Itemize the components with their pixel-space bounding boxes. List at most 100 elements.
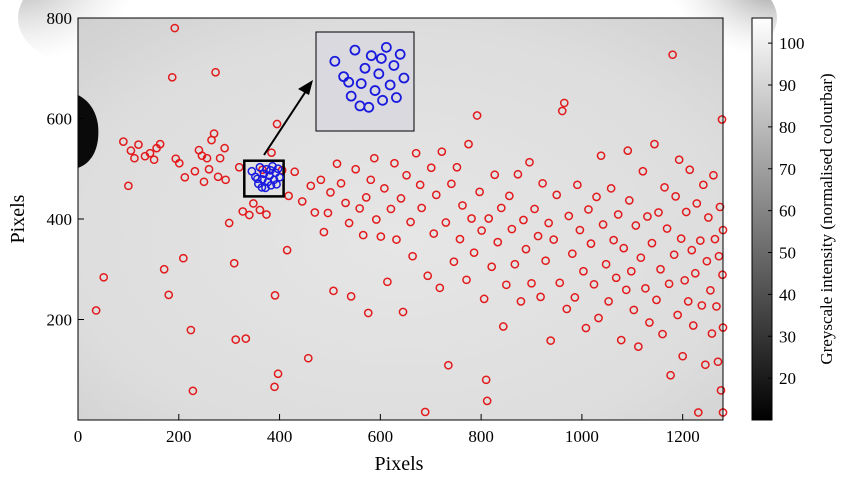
data-point (178, 253, 188, 263)
x-tick-label: 800 (468, 427, 494, 446)
data-point (449, 257, 459, 267)
data-point (521, 244, 531, 254)
data-point (255, 205, 265, 215)
data-point (678, 351, 688, 361)
data-point (496, 203, 506, 213)
data-point (716, 386, 726, 395)
data-point (481, 375, 491, 385)
colorbar-tick-label: 50 (779, 244, 796, 263)
data-point (559, 98, 569, 108)
data-point (601, 259, 611, 269)
data-point (671, 192, 680, 201)
data-point (241, 334, 251, 343)
data-point (698, 180, 708, 190)
data-point (688, 321, 698, 330)
data-point (234, 162, 244, 172)
data-point (623, 146, 633, 156)
data-point (530, 204, 539, 214)
data-point (619, 243, 629, 253)
data-point (692, 199, 702, 208)
data-point (472, 111, 482, 120)
inset-data-point (343, 76, 355, 88)
data-point (344, 218, 354, 228)
data-point (213, 172, 223, 182)
data-point (701, 360, 710, 370)
data-point (479, 294, 489, 304)
data-point (383, 277, 392, 287)
data-point (130, 153, 139, 163)
data-point (376, 232, 386, 241)
data-point (643, 212, 652, 221)
inset-data-point (354, 100, 366, 112)
data-point (284, 191, 293, 201)
data-point (188, 386, 198, 396)
data-point (501, 280, 511, 290)
y-axis-label: Pixels (7, 194, 29, 243)
data-point (319, 227, 329, 237)
data-point (361, 193, 371, 202)
data-point (710, 234, 720, 244)
data-point (525, 157, 534, 167)
data-point (604, 297, 613, 306)
colorbar-tick-label: 40 (779, 285, 796, 304)
data-point (258, 165, 267, 175)
data-point (510, 259, 520, 269)
inset-data-point (391, 92, 402, 103)
data-point (221, 175, 230, 185)
data-point (631, 221, 641, 230)
data-point (493, 237, 503, 247)
inset-data-point (380, 41, 392, 53)
data-point (145, 148, 155, 158)
data-point (697, 301, 707, 310)
data-point (174, 158, 184, 168)
data-point (562, 304, 572, 314)
inset-data-point (349, 44, 361, 56)
data-point (654, 208, 663, 217)
data-point (673, 310, 682, 320)
data-point (266, 165, 275, 175)
x-tick-label: 400 (267, 427, 293, 446)
data-point (552, 190, 562, 200)
data-point (616, 335, 626, 345)
data-point (709, 170, 718, 180)
data-point (290, 167, 300, 177)
colorbar-tick-label: 100 (779, 34, 805, 53)
data-point (398, 307, 408, 317)
data-point (666, 370, 675, 380)
data-point (586, 239, 596, 248)
data-point (668, 50, 677, 60)
data-point (536, 292, 545, 302)
data-point (406, 217, 415, 227)
data-point (224, 218, 234, 228)
data-point (685, 165, 695, 175)
data-point (282, 245, 292, 255)
data-point (656, 264, 665, 274)
data-point (159, 264, 169, 274)
data-point (592, 192, 601, 202)
data-point (229, 258, 239, 268)
inset-magnified-view (315, 31, 415, 132)
data-point (633, 342, 643, 351)
data-point (469, 248, 479, 258)
data-point (257, 182, 267, 192)
data-point (355, 204, 365, 213)
data-point (549, 235, 559, 244)
data-point (249, 199, 258, 208)
colorbar-tick-label: 60 (779, 202, 796, 221)
data-point (541, 256, 550, 266)
data-point (596, 151, 606, 161)
data-point (712, 302, 721, 311)
colorbar-tick-label: 80 (779, 118, 796, 137)
data-point (713, 357, 723, 367)
colorbar-tick-label: 90 (779, 76, 796, 95)
data-point (215, 153, 225, 163)
data-point (594, 313, 603, 323)
data-point (273, 369, 283, 379)
data-point (253, 174, 262, 184)
data-point (202, 153, 212, 163)
data-point (490, 170, 500, 180)
data-point (498, 322, 508, 331)
data-point (609, 235, 619, 245)
inset-data-point (355, 78, 367, 89)
data-point (516, 297, 526, 306)
